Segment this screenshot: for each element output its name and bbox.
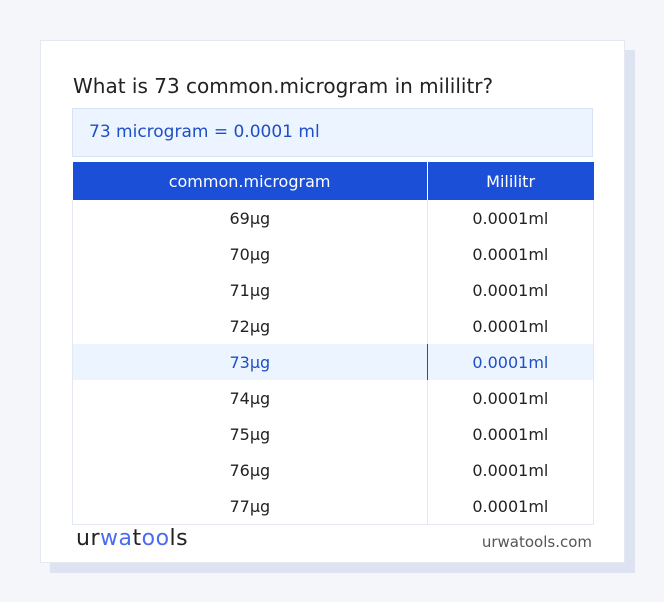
urwatools-logo[interactable]: urwatools [76, 526, 189, 551]
microgram-cell: 76µg [72, 452, 428, 488]
microgram-cell: 71µg [72, 272, 428, 308]
table-row: 72µg 0.0001ml [72, 308, 595, 344]
microgram-cell: 73µg [72, 344, 428, 380]
table-row: 73µg 0.0001ml [72, 344, 595, 380]
table-row: 69µg 0.0001ml [72, 200, 595, 236]
mililitr-cell: 0.0001ml [427, 272, 595, 308]
table-row: 76µg 0.0001ml [72, 452, 595, 488]
conversion-table: common.microgram Mililitr 69µg 0.0001ml 70… [72, 162, 595, 525]
table-row: 75µg 0.0001ml [72, 416, 595, 452]
page-title: What is 73 common.microgram in mililitr? [73, 74, 494, 98]
mililitr-cell: 0.0001ml [427, 488, 595, 525]
mililitr-cell: 0.0001ml [427, 236, 595, 272]
microgram-cell: 74µg [72, 380, 428, 416]
converter-card: What is 73 common.microgram in mililitr?… [40, 40, 625, 563]
mililitr-cell: 0.0001ml [427, 200, 595, 236]
table-row: 74µg 0.0001ml [72, 380, 595, 416]
table-row: 77µg 0.0001ml [72, 488, 595, 525]
result-text: 73 microgram = 0.0001 ml [89, 122, 320, 142]
microgram-cell: 69µg [72, 200, 428, 236]
header-microgram: common.microgram [72, 162, 428, 200]
header-mililitr: Mililitr [427, 162, 594, 200]
microgram-cell: 72µg [72, 308, 428, 344]
table-row: 70µg 0.0001ml [72, 236, 595, 272]
microgram-cell: 75µg [72, 416, 428, 452]
site-link[interactable]: urwatools.com [481, 533, 592, 551]
mililitr-cell: 0.0001ml [427, 344, 595, 380]
mililitr-cell: 0.0001ml [427, 416, 595, 452]
microgram-cell: 70µg [72, 236, 428, 272]
mililitr-cell: 0.0001ml [427, 308, 595, 344]
table-row: 71µg 0.0001ml [72, 272, 595, 308]
mililitr-cell: 0.0001ml [427, 452, 595, 488]
mililitr-cell: 0.0001ml [427, 380, 595, 416]
microgram-cell: 77µg [72, 488, 428, 525]
result-box: 73 microgram = 0.0001 ml [72, 108, 593, 157]
